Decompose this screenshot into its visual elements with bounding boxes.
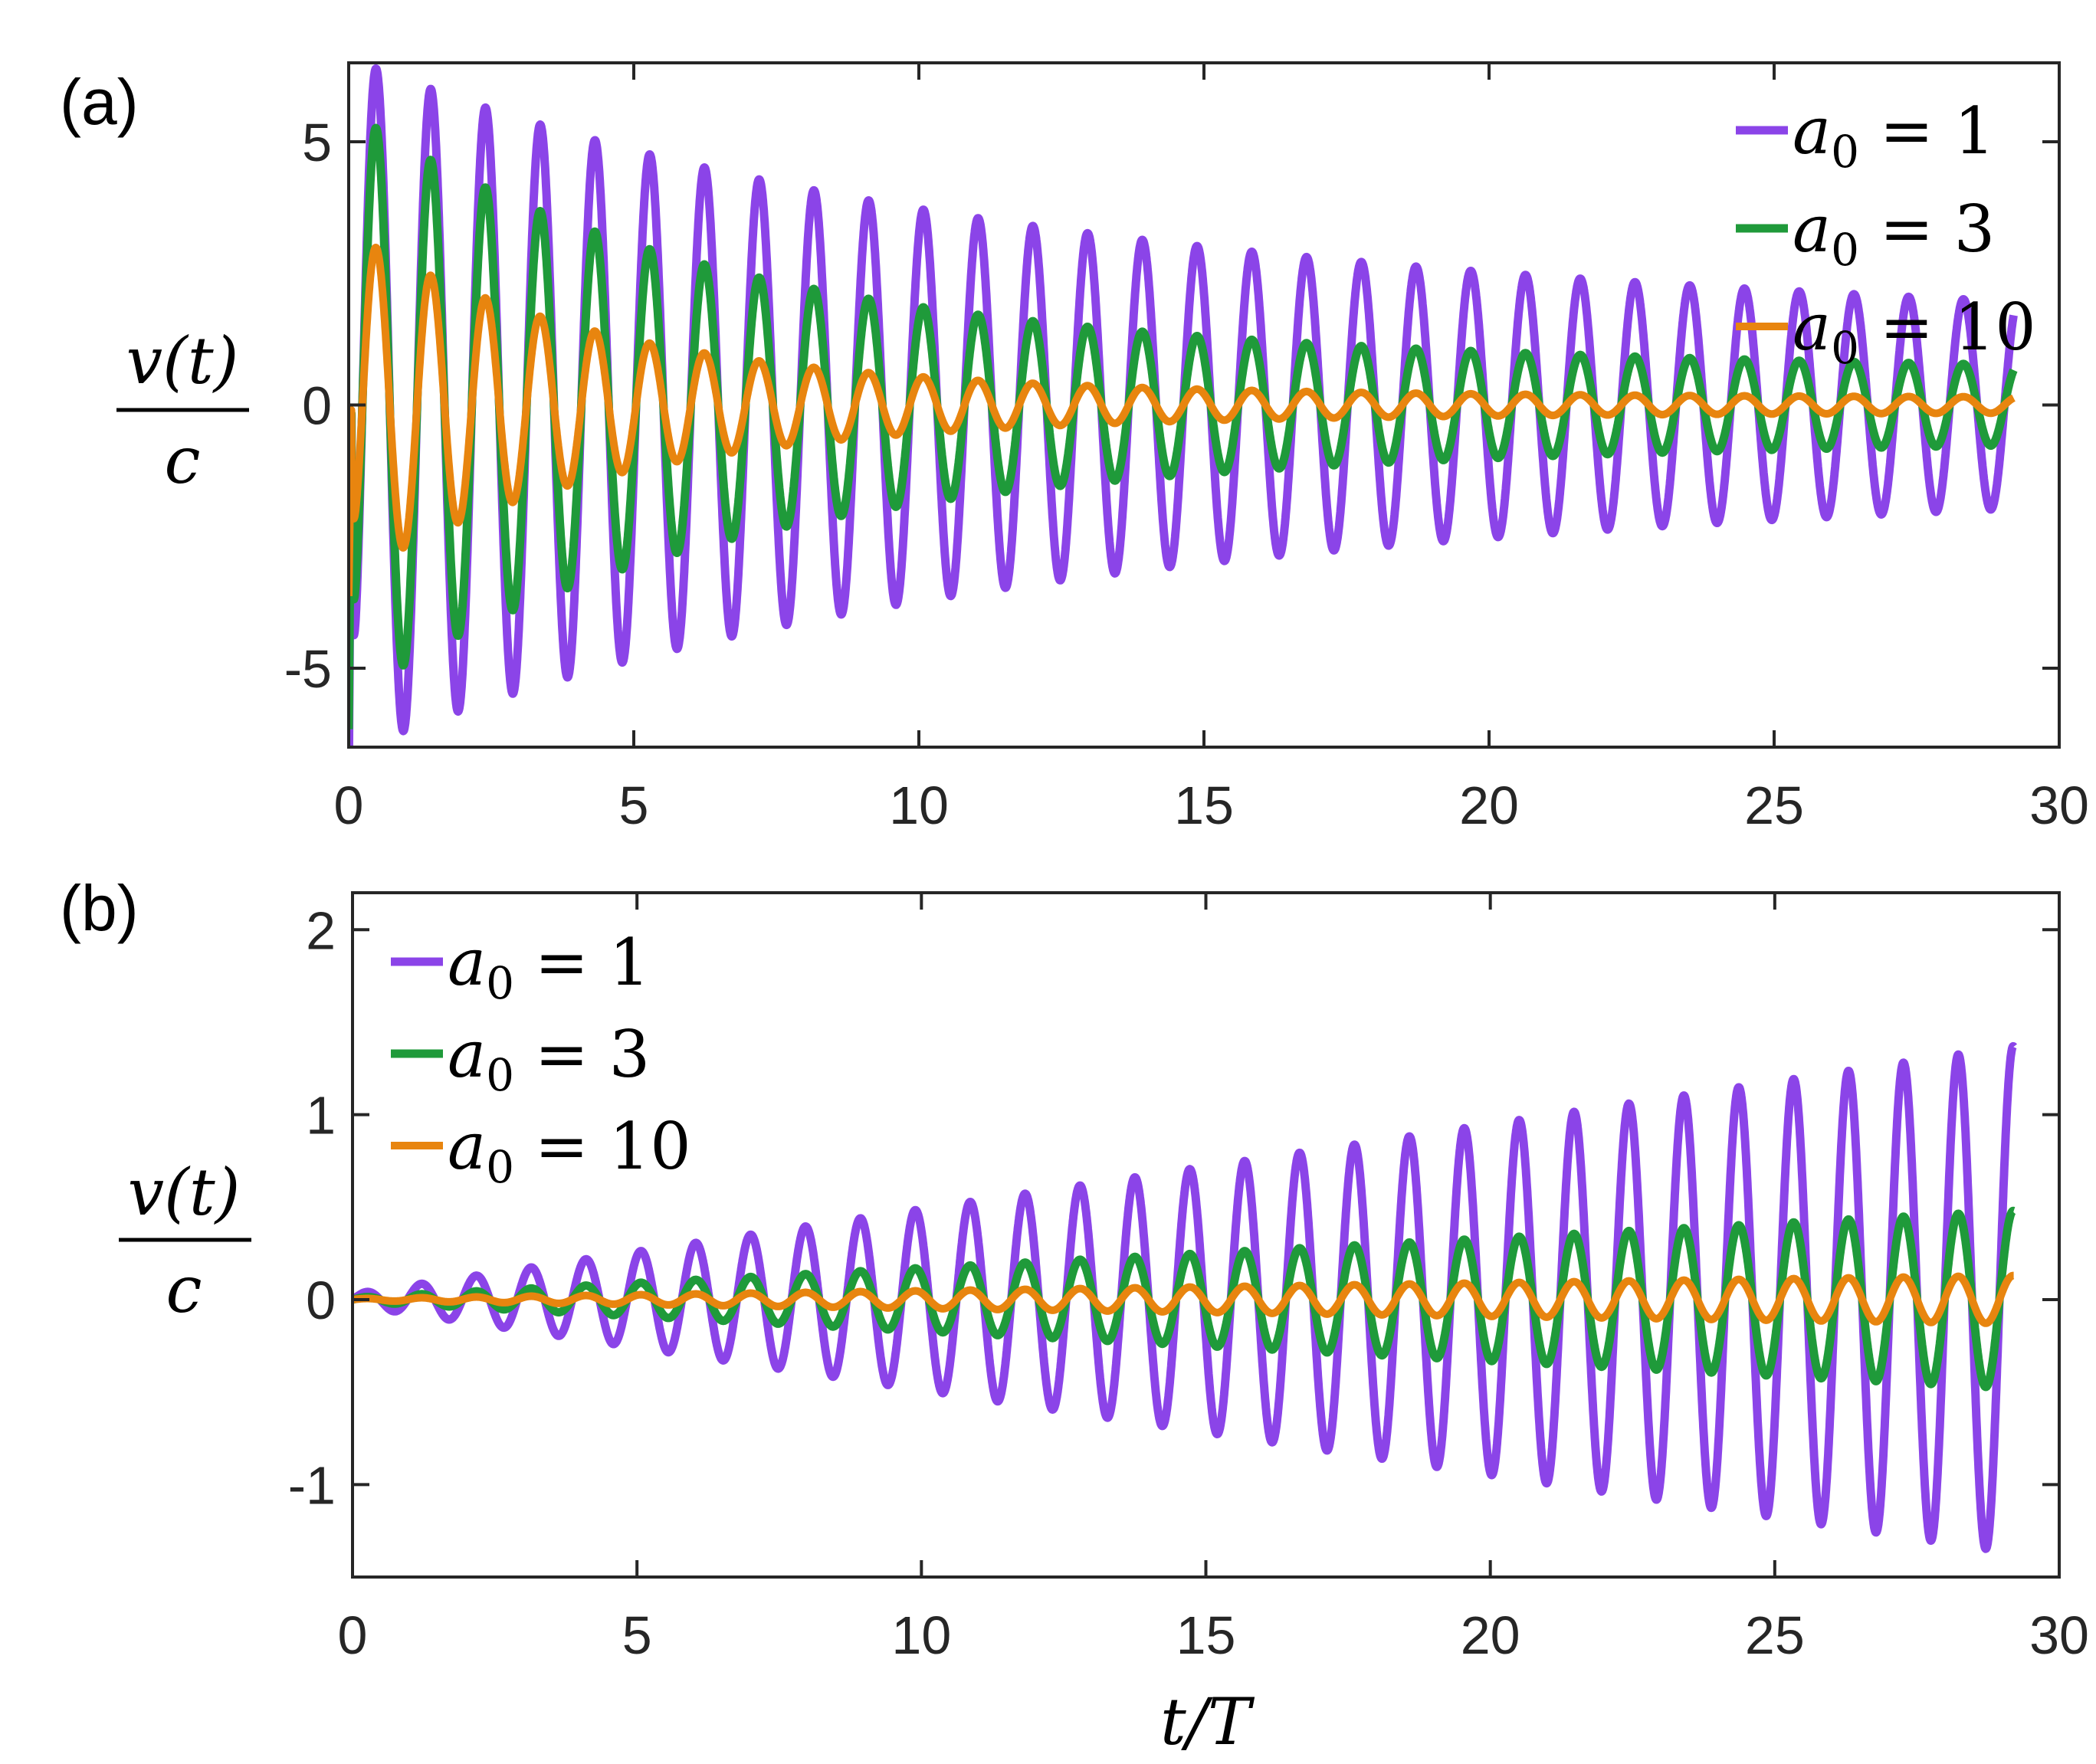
panel-a-series-group <box>349 64 2018 747</box>
panel-b-xtick-label: 5 <box>622 1605 652 1665</box>
panel-b-xtick-label: 20 <box>1461 1605 1520 1665</box>
panel-b-legend: a0 = 1a0 = 3a0 = 10 <box>391 925 691 1193</box>
panel-a: (a) v(t) c 0 5 10 15 20 25 30 -5 0 5 a0 = 1 a0 = 3… <box>60 61 2089 835</box>
panel-b-legend-item-1: a0 = 1 <box>391 925 650 1009</box>
panel-b-series-group <box>353 1041 2018 1553</box>
panel-b-xtick-label: 0 <box>338 1605 368 1665</box>
panel-a-ylabel-denominator: c <box>164 423 200 498</box>
panel-b-ylabel-numerator: v(t) <box>128 1155 241 1230</box>
panel-b-legend-item-2: a0 = 3 <box>391 1017 650 1101</box>
panel-b-legend-label-3: a0 = 10 <box>448 1109 691 1193</box>
panel-a-xtick-label: 20 <box>1459 775 1519 835</box>
panel-b-xtick-label: 30 <box>2029 1605 2089 1665</box>
panel-a-xtick-label: 5 <box>619 775 649 835</box>
panel-b-xtick-label: 10 <box>891 1605 951 1665</box>
panel-a-ytick-label: 5 <box>302 113 332 172</box>
panel-a-ytick-label: -5 <box>284 639 332 699</box>
panel-a-ticks: 0 5 10 15 20 25 30 -5 0 5 <box>284 63 2089 835</box>
panel-a-legend-item-3: a0 = 10 <box>1736 290 2036 374</box>
panel-a-ytick-label: 0 <box>302 376 332 436</box>
panel-a-ylabel-numerator: v(t) <box>126 323 239 398</box>
panel-b-xlabel: t/T <box>1160 1684 1255 1759</box>
panel-b-legend-label-1: a0 = 1 <box>448 925 650 1009</box>
panel-a-xtick-label: 10 <box>889 775 949 835</box>
panel-b-ytick-label: -1 <box>288 1455 336 1515</box>
panel-b-ytick-label: 0 <box>306 1271 336 1330</box>
panel-a-xtick-label: 0 <box>334 775 364 835</box>
panel-a-legend-item-1: a0 = 1 <box>1736 93 1995 178</box>
panel-b-label: (b) <box>60 872 139 944</box>
panel-b-xtick-label: 25 <box>1745 1605 1805 1665</box>
panel-b-ylabel: v(t) c <box>119 1155 251 1327</box>
panel-a-series-3-line <box>349 244 2018 596</box>
panel-a-legend: a0 = 1 a0 = 3 a0 = 10 <box>1736 93 2036 374</box>
panel-a-ylabel: v(t) c <box>116 323 249 498</box>
panel-a-series-2-line <box>349 123 2018 730</box>
panel-b-legend-item-3: a0 = 10 <box>391 1109 691 1193</box>
panel-a-legend-label-1: a0 = 1 <box>1793 93 1995 178</box>
panel-a-xtick-label: 30 <box>2029 775 2089 835</box>
panel-a-xtick-label: 15 <box>1174 775 1234 835</box>
panel-b-legend-label-2: a0 = 3 <box>448 1017 650 1101</box>
panel-b-ytick-label: 1 <box>306 1086 336 1146</box>
panel-b-ytick-label: 2 <box>306 900 336 960</box>
panel-b-ticks: 0 5 10 15 20 25 30 -1 0 1 2 <box>288 893 2089 1665</box>
panel-b-series-3-line <box>353 1271 2018 1327</box>
panel-b-xtick-label: 15 <box>1176 1605 1236 1665</box>
panel-a-legend-label-3: a0 = 10 <box>1793 290 2036 374</box>
panel-a-label: (a) <box>60 66 139 138</box>
panel-a-xtick-label: 25 <box>1744 775 1804 835</box>
panel-a-legend-item-2: a0 = 3 <box>1736 192 1995 276</box>
panel-a-legend-label-2: a0 = 3 <box>1793 192 1995 276</box>
panel-b-ylabel-denominator: c <box>166 1252 202 1327</box>
